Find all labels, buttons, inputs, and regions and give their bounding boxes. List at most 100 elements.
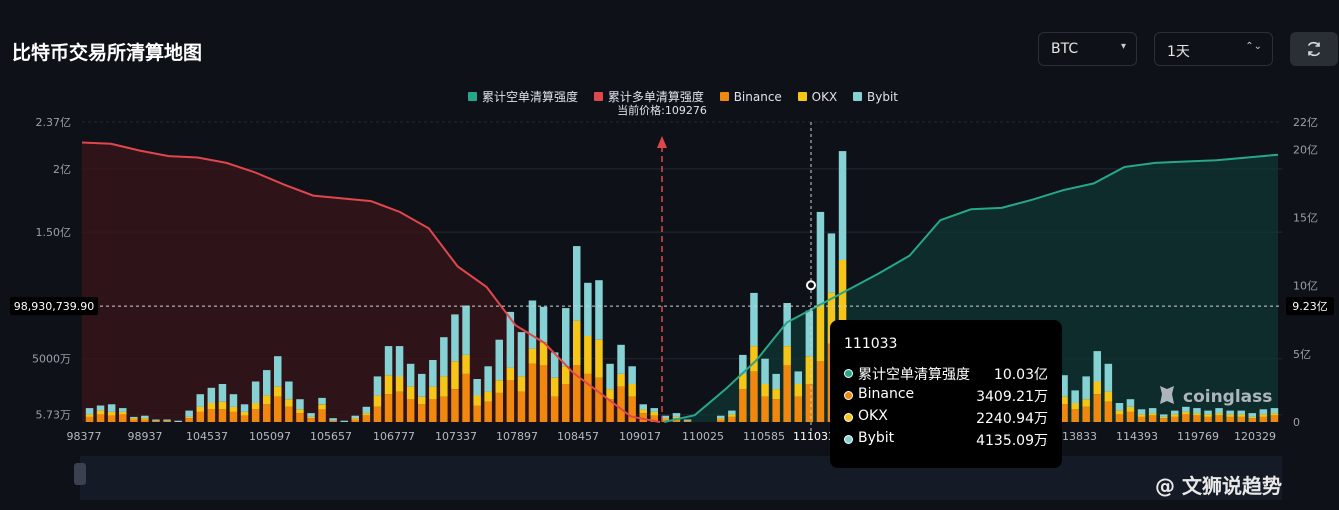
legend-label: Bybit (867, 90, 899, 104)
bar-segment (1093, 351, 1101, 382)
bar-segment (584, 335, 592, 374)
bar-segment (1171, 416, 1179, 422)
legend-short[interactable]: 累计空单清算强度 (468, 88, 578, 105)
refresh-icon (1307, 41, 1321, 57)
bar-segment (1060, 375, 1068, 397)
legend-bybit[interactable]: Bybit (853, 90, 898, 104)
bar-segment (539, 306, 548, 343)
bar-segment (816, 211, 825, 305)
bar-segment (196, 411, 204, 422)
bar-segment (440, 396, 448, 422)
bar-segment (506, 311, 515, 368)
bar-segment (1148, 413, 1157, 416)
bar-segment (761, 396, 769, 422)
bar-segment (274, 386, 282, 397)
tooltip-dot (844, 391, 853, 400)
x-tick-label: 106777 (373, 430, 415, 443)
bar-segment (263, 404, 271, 422)
legend-swatch (797, 92, 807, 101)
bar-segment (639, 409, 647, 414)
long-curve-line (81, 141, 661, 423)
bar-segment (318, 404, 326, 410)
bar-segment (440, 376, 448, 397)
x-tick-label: 104537 (186, 430, 228, 443)
bar-segment (395, 376, 404, 392)
bar-segment (1104, 401, 1113, 422)
bar-segment (1126, 411, 1135, 422)
bar-segment (406, 363, 415, 387)
bar-segment (318, 409, 326, 422)
bar-segment (473, 395, 481, 406)
legend-swatch (468, 92, 477, 101)
bar-segment (251, 409, 260, 422)
bar-segment (1148, 408, 1157, 414)
bar-segment (484, 366, 492, 392)
bar-segment (506, 380, 515, 422)
bar-segment (639, 413, 647, 422)
bar-segment (395, 391, 404, 422)
bar-segment (185, 418, 193, 422)
refresh-button[interactable] (1290, 32, 1338, 66)
bar-segment (285, 381, 293, 400)
bar-segment (107, 404, 116, 412)
tooltip-value: 3409.21万 (976, 389, 1048, 405)
bar-segment (1215, 408, 1223, 414)
y-left-tick-label: 1.50亿 (36, 226, 72, 239)
bar-segment (462, 354, 470, 374)
tooltip-title: 111033 (844, 336, 898, 352)
bar-segment (406, 399, 415, 422)
bar-segment (473, 379, 481, 396)
bar-segment (307, 416, 315, 419)
legend-long[interactable]: 累计多单清算强度 (593, 88, 704, 105)
y-left-tick-label: 2.37亿 (36, 116, 72, 129)
bar-segment (794, 371, 802, 385)
bar-segment (1160, 414, 1168, 417)
bar-segment (783, 303, 791, 346)
bar-segment (107, 415, 116, 422)
bar-segment (1193, 408, 1201, 414)
bar-segment (373, 395, 382, 407)
bar-segment (307, 418, 315, 422)
bar-segment (1248, 413, 1256, 417)
y-left-tick-label: 5000万 (32, 353, 71, 366)
tooltip-label: 累计空单清算强度 (858, 367, 970, 383)
interval-select[interactable]: 1天 ⌃⌄ (1154, 32, 1273, 66)
range-handle[interactable] (74, 463, 86, 485)
legend-okx[interactable]: OKX (797, 90, 837, 104)
legend-binance[interactable]: Binance (719, 90, 782, 104)
bar-segment (395, 346, 404, 377)
bar-segment (739, 389, 747, 422)
bar-segment (318, 397, 326, 405)
bar-segment (196, 406, 204, 412)
y-right-tick-label: 20亿 (1293, 143, 1318, 156)
range-scrollbar[interactable] (80, 456, 1282, 500)
bar-segment (218, 401, 227, 410)
bar-segment (96, 410, 105, 415)
symbol-select[interactable]: BTC ▾ (1038, 32, 1137, 66)
bar-segment (1060, 396, 1068, 405)
bar-segment (1082, 376, 1090, 400)
bar-segment (528, 300, 537, 349)
bar-segment (1104, 391, 1113, 402)
bar-segment (717, 418, 725, 420)
bar-segment (1215, 413, 1223, 416)
long-area (82, 142, 660, 422)
bar-segment (1137, 416, 1146, 422)
y-right-tick-label: 22亿 (1293, 116, 1318, 129)
bar-segment (263, 395, 271, 405)
bar-segment (85, 408, 94, 415)
tooltip-label: Bybit (858, 430, 895, 446)
bar-segment (1082, 399, 1090, 407)
bar-segment (1160, 418, 1168, 422)
bar-segment (506, 367, 515, 381)
bar-segment (329, 420, 337, 422)
bar-segment (351, 418, 359, 420)
bar-segment (263, 370, 271, 396)
bar-segment (251, 403, 260, 410)
tooltip-dot (844, 413, 853, 422)
y-left-tick-label: 5.73万 (36, 409, 72, 422)
tooltip-label: OKX (858, 408, 888, 424)
bar-segment (152, 420, 160, 422)
bar-segment (296, 409, 304, 414)
